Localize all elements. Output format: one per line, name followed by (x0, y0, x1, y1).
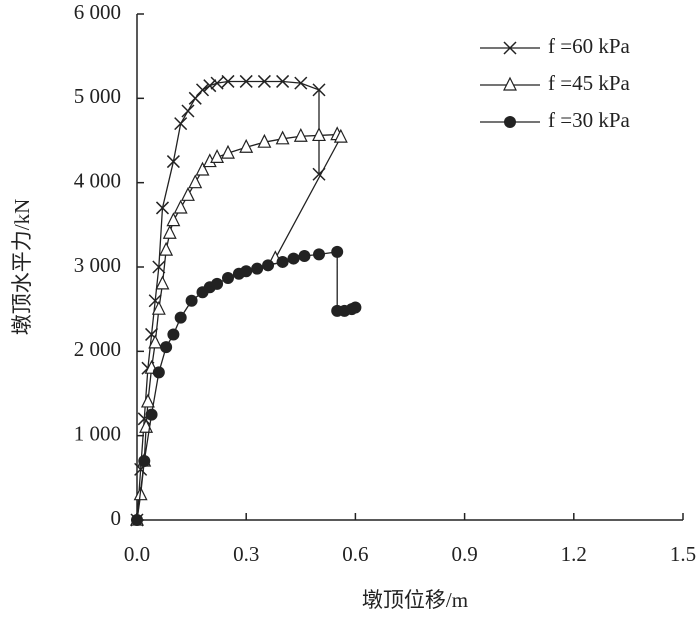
y-tick-label: 4 000 (74, 168, 121, 192)
marker (276, 255, 289, 268)
marker (174, 117, 188, 131)
marker (349, 301, 362, 314)
x-tick-label: 1.5 (670, 542, 696, 566)
marker (162, 224, 177, 239)
marker (188, 174, 203, 189)
y-tick-label: 2 000 (74, 337, 121, 361)
marker (131, 514, 143, 526)
marker (257, 133, 272, 148)
marker (276, 74, 290, 88)
marker (185, 294, 198, 307)
legend-marker (504, 116, 516, 128)
marker (211, 277, 224, 290)
legend-label: f =30 kPa (548, 108, 631, 132)
y-tick-label: 6 000 (74, 0, 121, 24)
x-tick-label: 0.0 (124, 542, 150, 566)
x-tick-label: 0.9 (451, 542, 477, 566)
marker (293, 127, 308, 142)
marker (333, 128, 348, 143)
marker (275, 130, 290, 145)
marker (155, 201, 170, 215)
marker (138, 454, 151, 467)
marker (294, 76, 308, 90)
marker (155, 275, 170, 290)
y-tick-label: 1 000 (74, 421, 121, 445)
legend-marker (503, 76, 517, 91)
marker (210, 76, 224, 90)
y-tick-label: 3 000 (74, 253, 121, 277)
series-line (136, 133, 342, 521)
marker (181, 104, 195, 118)
y-axis-label: 墩顶水平力/kN (10, 199, 34, 336)
marker (188, 91, 202, 105)
x-tick-label: 0.3 (233, 542, 259, 566)
legend-marker (503, 41, 517, 55)
marker (180, 186, 195, 201)
y-tick-label: 5 000 (74, 84, 121, 108)
marker (257, 74, 271, 88)
series-line (136, 80, 320, 521)
marker (159, 241, 174, 256)
x-tick-label: 1.2 (561, 542, 587, 566)
marker (262, 259, 275, 272)
marker (151, 300, 166, 315)
marker (166, 212, 181, 227)
marker (251, 262, 264, 275)
legend-label: f =45 kPa (548, 71, 631, 95)
marker (203, 79, 217, 93)
marker (221, 74, 235, 88)
marker (239, 138, 254, 153)
marker (221, 144, 235, 159)
marker (298, 250, 311, 263)
marker (195, 83, 210, 97)
marker (152, 260, 166, 274)
x-tick-label: 0.6 (342, 542, 368, 566)
marker (145, 408, 158, 421)
marker (222, 271, 234, 284)
marker (148, 334, 163, 349)
marker (240, 265, 253, 278)
marker (166, 155, 180, 169)
x-axis-label: 墩顶位移/m (362, 588, 468, 612)
marker (239, 74, 253, 88)
marker (160, 341, 173, 354)
marker (152, 366, 165, 379)
marker (312, 127, 326, 142)
marker (173, 199, 188, 214)
marker (287, 252, 300, 265)
marker (210, 149, 225, 163)
marker (174, 311, 187, 324)
marker (331, 245, 344, 258)
legend-label: f =60 kPa (548, 34, 631, 58)
marker (313, 248, 325, 261)
marker (195, 161, 210, 176)
y-tick-label: 0 (111, 506, 122, 530)
marker (167, 328, 180, 341)
marker (312, 83, 326, 97)
series-line (136, 251, 356, 521)
marker (140, 393, 155, 408)
